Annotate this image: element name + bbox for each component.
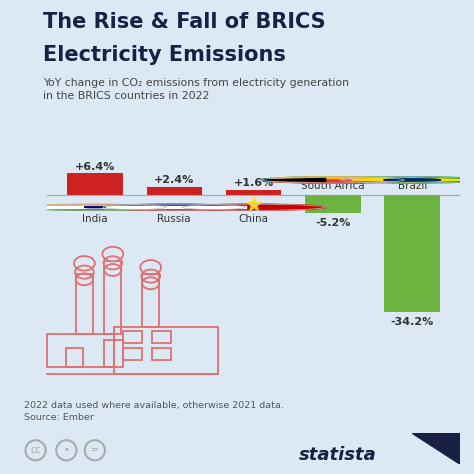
Bar: [384, 195, 440, 312]
Text: The Rise & Fall of BRICS: The Rise & Fall of BRICS: [43, 12, 325, 32]
Text: Russia: Russia: [157, 214, 191, 224]
Bar: [47, 334, 114, 367]
Wedge shape: [271, 180, 395, 183]
Text: ★: ★: [244, 197, 264, 217]
Bar: [104, 261, 121, 334]
Circle shape: [383, 179, 441, 181]
Bar: [123, 331, 142, 343]
Text: •: •: [64, 445, 69, 456]
Bar: [67, 173, 123, 195]
Text: China: China: [238, 214, 269, 224]
Bar: [103, 207, 246, 208]
Bar: [152, 331, 171, 343]
Wedge shape: [24, 204, 166, 207]
Text: India: India: [82, 214, 108, 224]
Polygon shape: [352, 178, 473, 182]
Text: +6.4%: +6.4%: [75, 162, 115, 172]
Circle shape: [24, 204, 166, 210]
Text: Electricity Emissions: Electricity Emissions: [43, 45, 285, 65]
Bar: [142, 274, 159, 327]
Circle shape: [262, 177, 404, 183]
Polygon shape: [412, 433, 460, 464]
Bar: [24, 206, 166, 208]
Text: statista: statista: [299, 446, 376, 464]
Text: cc: cc: [30, 445, 41, 456]
Text: -34.2%: -34.2%: [391, 317, 434, 327]
Bar: [114, 327, 218, 374]
Text: Brazil: Brazil: [398, 181, 427, 191]
Bar: [66, 348, 83, 367]
Bar: [123, 348, 142, 360]
Circle shape: [84, 207, 106, 208]
Wedge shape: [24, 207, 166, 210]
Bar: [226, 190, 282, 195]
Text: -5.2%: -5.2%: [315, 218, 351, 228]
Text: 2022 data used where available, otherwise 2021 data.
Source: Ember: 2022 data used where available, otherwis…: [24, 401, 283, 422]
Bar: [104, 340, 123, 367]
Circle shape: [341, 177, 474, 183]
Text: +2.4%: +2.4%: [154, 175, 194, 185]
Circle shape: [103, 204, 246, 210]
Wedge shape: [103, 204, 246, 207]
Circle shape: [182, 204, 325, 210]
Text: =: =: [91, 445, 99, 456]
Wedge shape: [271, 177, 395, 180]
Text: South Africa: South Africa: [301, 181, 365, 191]
Polygon shape: [262, 178, 326, 182]
Text: +1.6%: +1.6%: [234, 178, 273, 188]
Bar: [146, 187, 202, 195]
Text: YoY change in CO₂ emissions from electricity generation
in the BRICS countries i: YoY change in CO₂ emissions from electri…: [43, 78, 349, 101]
Wedge shape: [103, 207, 246, 210]
Bar: [76, 274, 93, 334]
Bar: [305, 195, 361, 213]
Bar: [152, 348, 171, 360]
